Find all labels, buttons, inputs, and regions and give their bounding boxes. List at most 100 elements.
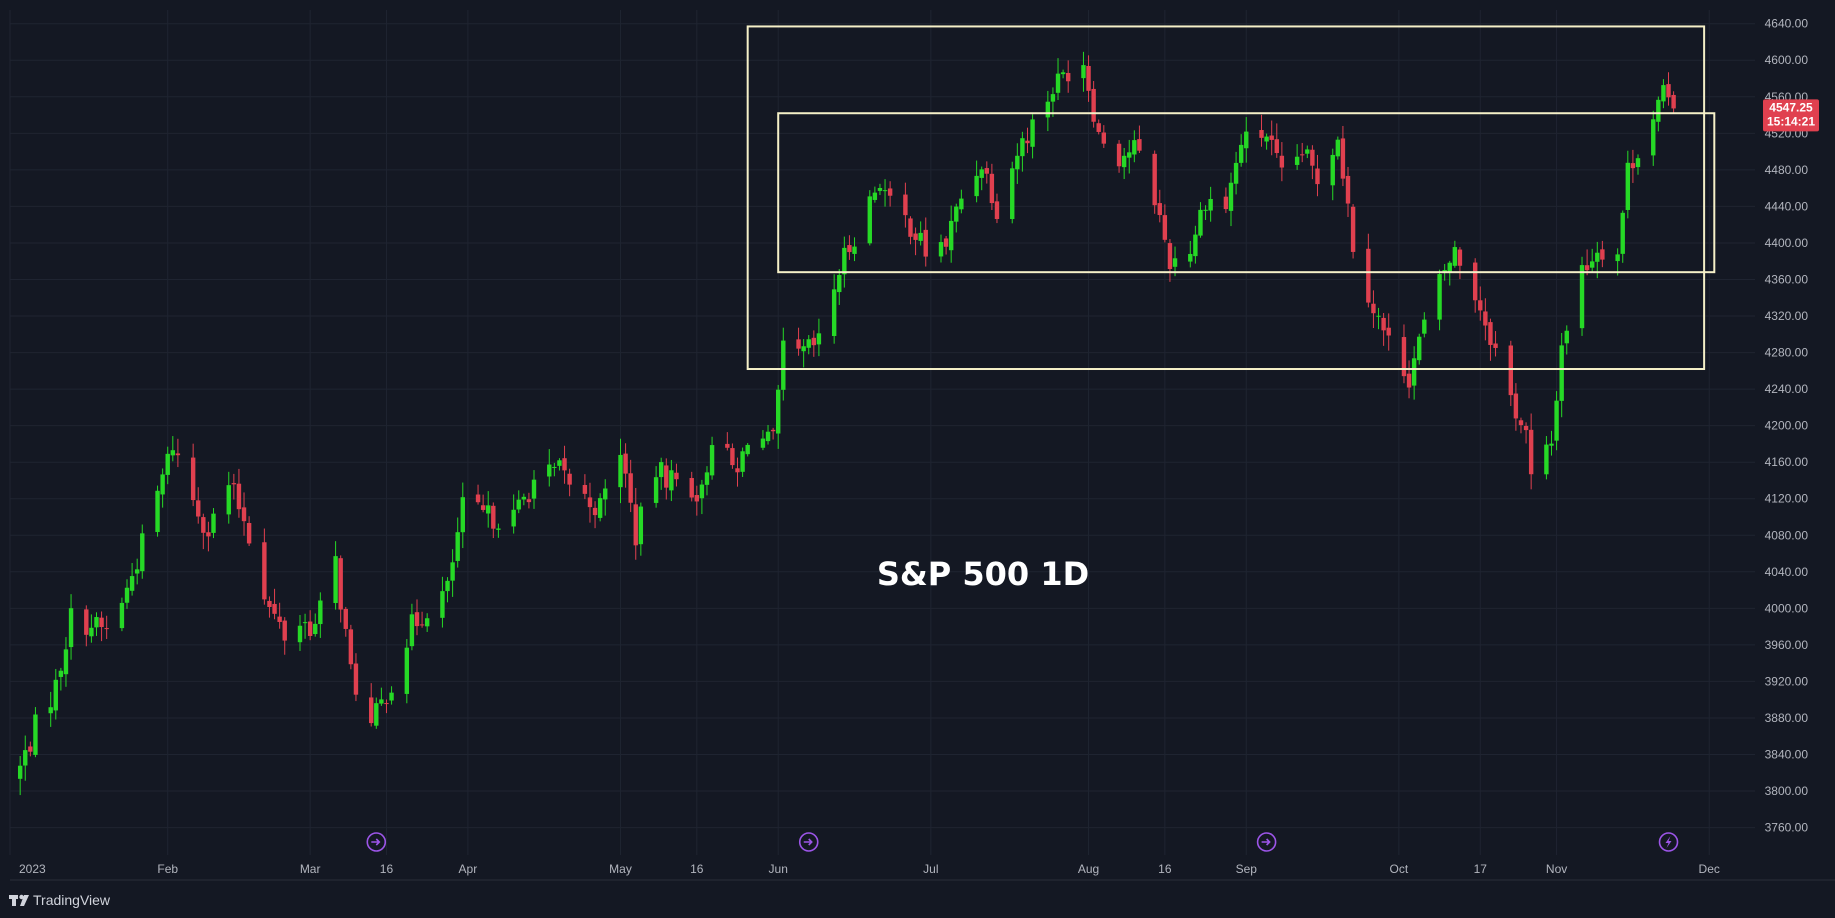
candle-body <box>1228 182 1234 211</box>
candle-body <box>84 609 89 635</box>
candle-body <box>943 238 949 247</box>
price-tick-label: 4480.00 <box>1765 163 1809 177</box>
rectangle-annotations[interactable] <box>746 25 1716 371</box>
event-icon-ring <box>1658 832 1679 852</box>
candle-body <box>419 624 425 626</box>
price-tick-label: 4600.00 <box>1765 53 1809 67</box>
candle-body <box>1544 444 1549 475</box>
candle-body <box>1121 155 1127 168</box>
candle-body <box>664 465 669 488</box>
candle-body <box>1208 198 1213 211</box>
candle-body <box>1452 247 1458 266</box>
candle-body <box>99 617 104 628</box>
candle-body <box>1015 155 1020 170</box>
candle-body <box>984 168 989 174</box>
candle-body <box>1244 131 1249 149</box>
candle-body <box>409 614 415 647</box>
candle-body <box>725 443 730 448</box>
candle-body <box>730 448 735 466</box>
rectangle-annotation <box>777 112 1716 274</box>
candle-body <box>887 188 893 196</box>
candle-body <box>119 602 125 629</box>
candle-body <box>1600 249 1605 260</box>
candle-body <box>1198 209 1203 236</box>
candle-body <box>908 218 913 237</box>
candle-body <box>994 201 1000 220</box>
price-tick-label: 3920.00 <box>1765 674 1809 688</box>
candle-body <box>1651 119 1656 156</box>
candle-body <box>954 206 959 222</box>
candle-body <box>847 245 852 253</box>
candle-body <box>1478 300 1483 311</box>
candle-body <box>211 513 216 533</box>
candle-body <box>618 454 623 488</box>
time-tick-label: May <box>609 862 632 876</box>
price-tick-label: 4120.00 <box>1765 492 1809 506</box>
candle-body <box>134 569 140 574</box>
arrow-glyph <box>803 838 813 846</box>
candle-body <box>587 497 593 508</box>
candle-body <box>17 765 23 779</box>
candle-body <box>776 389 781 434</box>
candle-body <box>852 246 857 254</box>
candle-body <box>1493 343 1498 348</box>
candle-body <box>1279 155 1285 168</box>
grid <box>9 10 1835 881</box>
candle-body <box>1330 154 1335 186</box>
candle-body <box>1264 136 1269 142</box>
price-tick-label: 3840.00 <box>1765 748 1809 762</box>
candle-body <box>165 453 170 475</box>
candle-body <box>923 229 928 257</box>
candle-body <box>516 499 521 510</box>
time-tick-label: 17 <box>1474 862 1488 876</box>
candle-body <box>989 173 995 204</box>
candle-body <box>1518 420 1524 426</box>
tradingview-logo[interactable]: TradingView <box>9 892 111 908</box>
time-axis[interactable]: 2023 Feb Mar 16 Apr May 16 Jun Jul Aug 16 Sep Oct 17 N… <box>19 862 1720 876</box>
candle-body <box>277 616 282 622</box>
candle-body <box>521 496 527 500</box>
candle-body <box>302 622 308 624</box>
price-tick-label: 4160.00 <box>1765 455 1809 469</box>
candle-body <box>547 464 552 477</box>
candle-body <box>104 628 109 630</box>
candle-body <box>704 472 710 485</box>
candle-body <box>1294 156 1300 165</box>
price-tick-label: 4080.00 <box>1765 528 1809 542</box>
candle-body <box>1422 319 1427 334</box>
candle-body <box>48 707 53 714</box>
candle-body <box>1274 139 1279 154</box>
candle-body <box>1162 215 1168 240</box>
candle-body <box>801 346 806 352</box>
price-axis[interactable]: 3760.00 3800.00 3840.00 3880.00 3920.00 3960.… <box>1765 17 1809 835</box>
candle-body <box>582 485 588 494</box>
event-icon-ring <box>1256 832 1277 852</box>
candle-body <box>1340 138 1346 179</box>
candle-body <box>1060 72 1066 75</box>
candle-body <box>1381 317 1386 331</box>
price-tick-label: 4440.00 <box>1765 199 1809 213</box>
candle-body <box>699 484 705 499</box>
candle-body <box>1549 443 1554 446</box>
time-tick-label: Apr <box>459 862 478 876</box>
candle-body <box>333 556 338 604</box>
candle-body <box>480 505 486 510</box>
price-tick-label: 4320.00 <box>1765 309 1809 323</box>
candle-body <box>1457 249 1463 266</box>
candle-body <box>597 498 603 518</box>
candle-body <box>353 663 359 695</box>
candle-body <box>140 533 145 572</box>
candle-body <box>379 699 384 704</box>
price-tick-label: 4640.00 <box>1765 17 1809 31</box>
candle-body <box>1406 373 1412 388</box>
candle-body <box>1472 262 1478 301</box>
candle-body <box>491 505 496 529</box>
candle-body <box>948 220 954 251</box>
candle-body <box>633 504 638 546</box>
candle-body <box>831 289 837 337</box>
candle-body <box>1635 158 1641 168</box>
candle-body <box>33 714 38 755</box>
candle-body <box>531 479 537 499</box>
